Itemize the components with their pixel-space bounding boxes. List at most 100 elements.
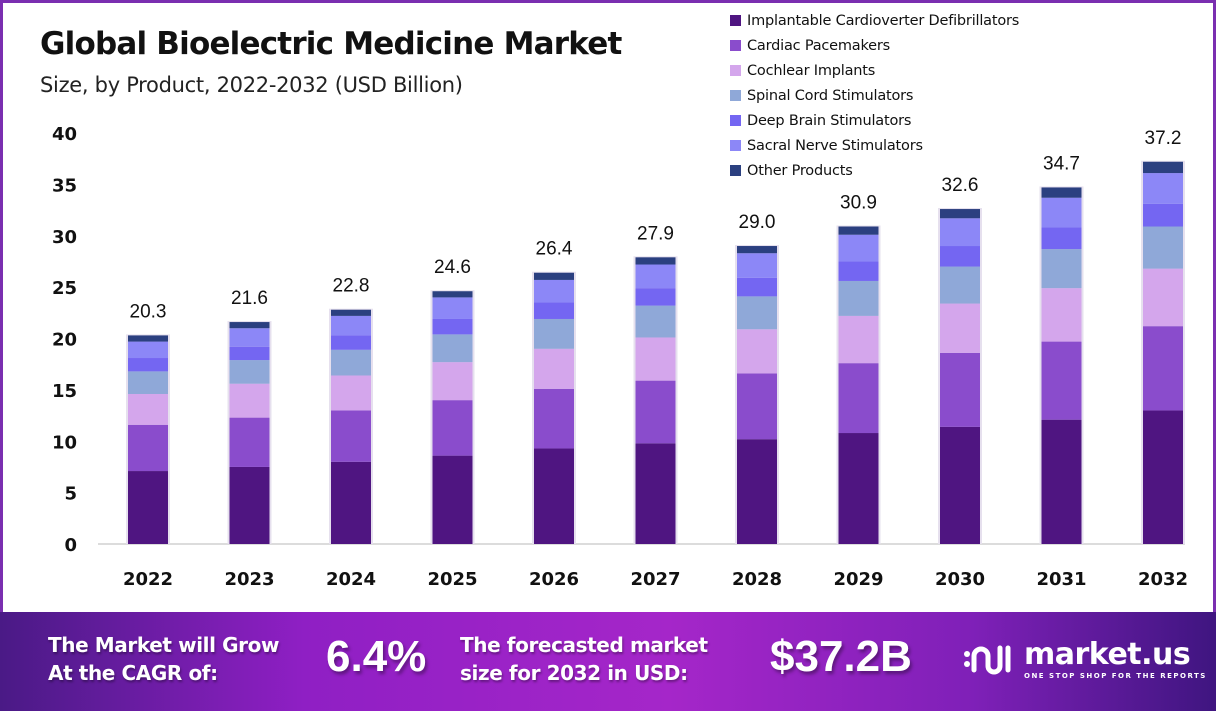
bar-segment-sacral-nerve-stimulators xyxy=(635,264,676,289)
bar-segment-deep-brain-stimulators xyxy=(838,261,879,281)
bar-segment-sacral-nerve-stimulators xyxy=(331,315,371,336)
total-data-label: 29.0 xyxy=(739,212,776,233)
bar-segment-implantable-cardioverter-defibrillators xyxy=(635,443,676,544)
bar-stack xyxy=(227,321,272,544)
y-tick-label: 5 xyxy=(64,484,77,505)
legend-swatch-icon xyxy=(730,165,741,176)
x-tick-label: 2031 xyxy=(1036,569,1086,590)
bar-segment-sacral-nerve-stimulators xyxy=(838,234,879,262)
bar-segment-implantable-cardioverter-defibrillators xyxy=(737,439,777,544)
cagr-caption: The Market will Grow At the CAGR of: xyxy=(48,631,279,687)
legend-swatch-icon xyxy=(730,140,741,151)
bar-segment-spinal-cord-stimulators xyxy=(128,371,168,394)
x-tick-label: 2026 xyxy=(529,569,579,590)
bar-segment-deep-brain-stimulators xyxy=(331,335,371,350)
bar-stack xyxy=(938,208,982,544)
bar-segment-deep-brain-stimulators xyxy=(128,358,168,372)
bar-segment-other-products xyxy=(838,226,879,235)
total-data-label: 32.6 xyxy=(942,175,979,196)
bar-segment-deep-brain-stimulators xyxy=(534,302,574,319)
bar-segment-spinal-cord-stimulators xyxy=(635,305,676,338)
bar-segment-implantable-cardioverter-defibrillators xyxy=(838,433,879,544)
bar-segment-other-products xyxy=(940,209,980,219)
bar-segment-cardiac-pacemakers xyxy=(1143,326,1183,411)
bar-segment-deep-brain-stimulators xyxy=(737,277,777,297)
total-data-label: 30.9 xyxy=(840,193,877,214)
y-axis: 0 5 10 15 20 25 30 35 40 xyxy=(52,124,77,556)
bar-segment-cochlear-implants xyxy=(635,337,676,381)
bar-segment-spinal-cord-stimulators xyxy=(1041,249,1082,289)
bar-stack xyxy=(633,256,678,544)
legend-item: Sacral Nerve Stimulators xyxy=(730,133,1019,158)
bar-segment-cochlear-implants xyxy=(229,383,270,418)
bar-segment-cochlear-implants xyxy=(737,329,777,374)
bar-segment-spinal-cord-stimulators xyxy=(534,318,574,349)
cagr-caption-line2: At the CAGR of: xyxy=(48,661,218,685)
bar-segment-implantable-cardioverter-defibrillators xyxy=(229,466,270,544)
cagr-caption-line1: The Market will Grow xyxy=(48,633,280,657)
bar-stack xyxy=(430,290,475,544)
bar-segment-cochlear-implants xyxy=(432,362,473,401)
bar-segment-other-products xyxy=(1041,187,1082,198)
y-tick-label: 40 xyxy=(52,124,77,145)
bar-stack xyxy=(1039,186,1084,544)
bar-segment-cardiac-pacemakers xyxy=(635,380,676,444)
chart-subtitle: Size, by Product, 2022-2032 (USD Billion… xyxy=(40,73,463,97)
bar-segment-cardiac-pacemakers xyxy=(534,388,574,449)
legend-item: Other Products xyxy=(730,158,1019,183)
bar-segment-other-products xyxy=(534,272,574,280)
bar-segment-cochlear-implants xyxy=(838,315,879,364)
bar-segment-other-products xyxy=(331,309,371,316)
total-data-label: 34.7 xyxy=(1043,153,1080,174)
x-tick-label: 2029 xyxy=(833,569,883,590)
bar-segment-sacral-nerve-stimulators xyxy=(128,341,168,359)
bar-segment-implantable-cardioverter-defibrillators xyxy=(128,471,168,544)
total-data-label: 24.6 xyxy=(434,257,471,278)
x-tick-label: 2027 xyxy=(630,569,680,590)
y-tick-label: 15 xyxy=(52,381,77,402)
bar-segment-implantable-cardioverter-defibrillators xyxy=(534,448,574,544)
logo-mark-icon xyxy=(964,645,1011,675)
bar-stack xyxy=(126,334,170,544)
legend-item: Cardiac Pacemakers xyxy=(730,33,1019,58)
y-tick-label: 10 xyxy=(52,432,77,453)
x-tick-label: 2030 xyxy=(935,569,985,590)
bar-segment-cardiac-pacemakers xyxy=(940,352,980,427)
summary-banner: The Market will Grow At the CAGR of: 6.4… xyxy=(0,612,1216,711)
bar-stack xyxy=(532,271,576,544)
legend-label: Cardiac Pacemakers xyxy=(747,37,891,54)
bar-stack xyxy=(836,225,881,544)
bar-segment-sacral-nerve-stimulators xyxy=(229,328,270,347)
bar-segment-spinal-cord-stimulators xyxy=(940,266,980,304)
bar-segment-implantable-cardioverter-defibrillators xyxy=(1041,419,1082,544)
chart-frame xyxy=(0,0,1216,612)
legend: Implantable Cardioverter Defibrillators C… xyxy=(730,8,1019,183)
bar-segment-sacral-nerve-stimulators xyxy=(940,218,980,247)
bar-segment-cardiac-pacemakers xyxy=(432,400,473,456)
bar-segment-cochlear-implants xyxy=(128,393,168,425)
y-tick-label: 25 xyxy=(52,278,77,299)
legend-label: Sacral Nerve Stimulators xyxy=(747,137,923,154)
bar-segment-deep-brain-stimulators xyxy=(1041,227,1082,250)
legend-swatch-icon xyxy=(730,15,741,26)
legend-label: Spinal Cord Stimulators xyxy=(747,87,914,104)
bar-segment-deep-brain-stimulators xyxy=(940,246,980,267)
y-tick-label: 35 xyxy=(52,175,77,196)
y-tick-label: 0 xyxy=(64,535,77,556)
logo-tagline: ONE STOP SHOP FOR THE REPORTS xyxy=(1024,672,1207,680)
bar-segment-other-products xyxy=(128,335,168,342)
legend-label: Implantable Cardioverter Defibrillators xyxy=(747,12,1020,29)
total-data-label: 22.8 xyxy=(333,276,370,297)
bar-segment-other-products xyxy=(229,322,270,329)
bar-segment-cochlear-implants xyxy=(534,348,574,389)
bar-segment-spinal-cord-stimulators xyxy=(1143,226,1183,269)
forecast-caption: The forecasted market size for 2032 in U… xyxy=(460,631,708,687)
x-tick-label: 2032 xyxy=(1138,569,1188,590)
total-data-label: 21.6 xyxy=(231,288,268,309)
bar-segment-spinal-cord-stimulators xyxy=(229,360,270,384)
bar-segment-implantable-cardioverter-defibrillators xyxy=(1143,410,1183,544)
bars xyxy=(126,160,1185,544)
x-tick-label: 2025 xyxy=(427,569,477,590)
bar-segment-spinal-cord-stimulators xyxy=(432,334,473,363)
